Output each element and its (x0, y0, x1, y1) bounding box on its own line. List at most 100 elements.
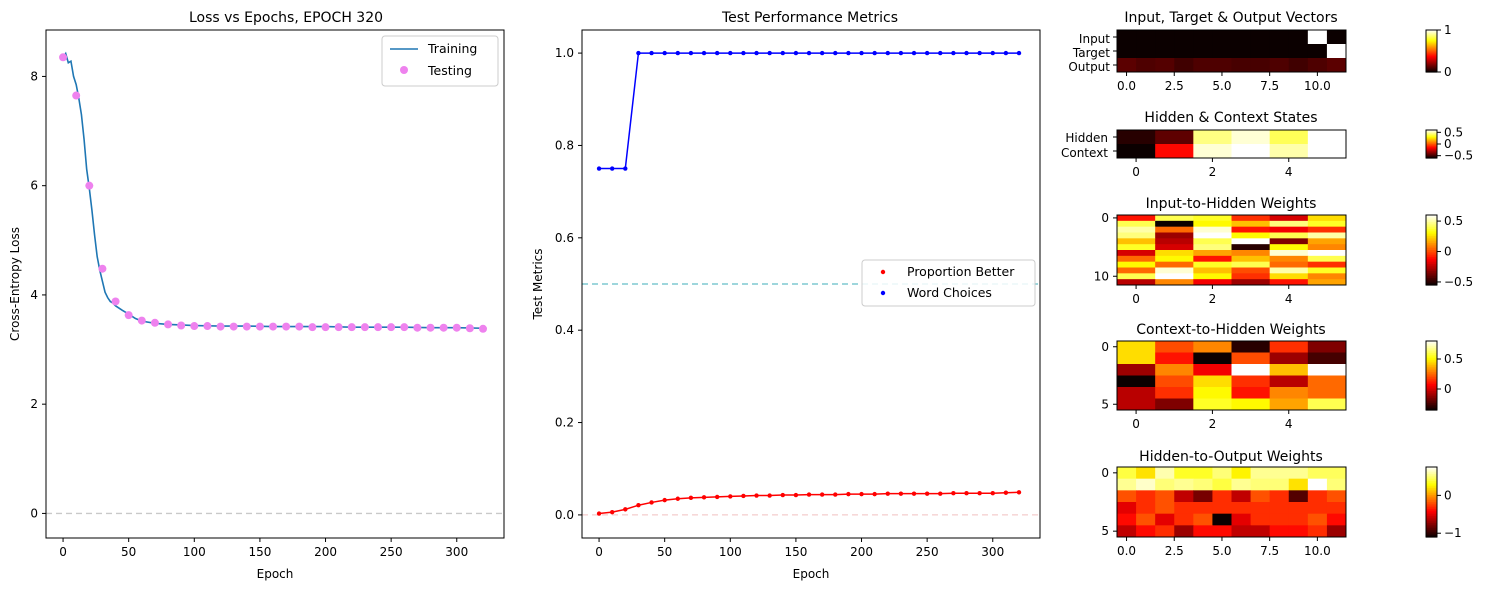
ho-cell (1307, 502, 1328, 515)
states-colorbar-slice (1426, 155, 1437, 157)
ho-cell (1269, 478, 1290, 491)
ih-cell (1117, 279, 1156, 286)
testing-loss-point (479, 324, 488, 333)
proportion-better-point (806, 492, 812, 497)
ho-colorbar-slice (1426, 482, 1437, 486)
ho-cell (1212, 490, 1232, 503)
word-choices-point (1016, 50, 1022, 56)
testing-loss-point (203, 322, 212, 331)
vectors-colorbar-slice (1426, 54, 1437, 56)
ih-colorbar-slice (1426, 234, 1437, 237)
vectors-colorbar-slice (1426, 49, 1437, 52)
ih-cell (1231, 232, 1271, 239)
legend-testing-swatch (400, 66, 408, 74)
vectors-colorbar-slice (1426, 34, 1437, 36)
ho-colorbar-slice (1426, 505, 1437, 508)
ho-colorbar-slice (1426, 491, 1437, 494)
ho-cell (1136, 513, 1156, 526)
proportion-better-point (833, 492, 838, 497)
ho-colorbar-slice (1426, 512, 1437, 515)
ho-colorbar-slice (1426, 523, 1437, 526)
ho-cell (1193, 478, 1213, 491)
ih-cell (1269, 226, 1309, 233)
ho-cell (1193, 467, 1213, 480)
ih-cell (1155, 255, 1194, 263)
ih-colorbar-slice (1426, 216, 1437, 220)
ch-cell (1231, 341, 1271, 353)
ch-colorbar-slice (1426, 353, 1437, 356)
vectors-cell (1193, 58, 1213, 73)
ho-cell (1136, 525, 1156, 538)
testing-loss-point (190, 322, 199, 331)
word-choices-point (833, 50, 838, 56)
ih-cell (1269, 273, 1309, 280)
word-choices-point (688, 50, 694, 56)
ih-cell (1117, 273, 1156, 280)
states-colorbar-slice (1426, 137, 1437, 139)
ho-colorbar-slice (1426, 472, 1437, 475)
ho-cell (1307, 467, 1328, 480)
ho-x-tick-label: 5.0 (1212, 544, 1231, 558)
states-row-context: Context (1061, 146, 1108, 160)
testing-loss-point (269, 322, 278, 331)
ch-cell (1231, 387, 1271, 399)
states-cell (1193, 144, 1232, 159)
ho-cell (1326, 502, 1347, 515)
ho-cell (1326, 478, 1347, 491)
ih-cell (1155, 261, 1194, 268)
ho-x-tick-label: 7.5 (1260, 544, 1279, 558)
ih-cell (1231, 215, 1271, 222)
testing-loss-point (334, 323, 343, 332)
y-tick-label: 8 (30, 69, 38, 83)
ih-cell (1307, 261, 1347, 268)
ih-cell (1269, 267, 1309, 274)
states-colorbar-slice (1426, 146, 1437, 148)
proportion-better-point (741, 493, 746, 499)
vectors-colorbar-slice (1426, 69, 1437, 72)
proportion-better-point (596, 511, 602, 516)
states-colorbar-slice (1426, 153, 1437, 155)
ho-cell (1250, 478, 1271, 491)
vectors-colorbar-slice (1426, 61, 1437, 64)
vectors-colorbar-slice (1426, 57, 1437, 59)
vectors-colorbar-slice (1426, 65, 1437, 68)
ih-colorbar-slice (1426, 244, 1437, 248)
ho-cell (1136, 467, 1156, 480)
ih-colorbar-slice (1426, 276, 1437, 279)
ch-colorbar-slice (1426, 342, 1437, 346)
ho-colorbar-slice (1426, 517, 1437, 521)
ch-colorbar-slice (1426, 392, 1437, 396)
ho-cell (1136, 478, 1156, 491)
vectors-cell (1117, 44, 1137, 59)
ho-cell (1269, 502, 1290, 515)
vectors-colorbar-slice (1426, 44, 1437, 47)
proportion-better-point (780, 492, 785, 498)
testing-loss-point (177, 321, 186, 330)
vectors-cell (1326, 44, 1347, 59)
ih-cell (1307, 244, 1347, 251)
vectors-cell (1307, 30, 1328, 45)
ch-cell (1269, 375, 1309, 388)
ih-cell (1269, 255, 1309, 263)
ch-cell (1307, 375, 1347, 388)
loss-chart-marks (46, 51, 504, 515)
y-tick-label: 2 (30, 397, 38, 411)
word-choices-point (701, 50, 707, 56)
ch-cell (1193, 352, 1232, 365)
ho-cell (1288, 467, 1309, 480)
x-tick-label: 100 (719, 545, 742, 559)
ho-cell (1250, 525, 1271, 538)
ho-cell (1155, 513, 1175, 526)
ho-x-tick-label: 2.5 (1165, 544, 1184, 558)
states-colorbar-label: 0 (1444, 137, 1452, 151)
vectors-cell (1269, 44, 1290, 59)
testing-loss-point (282, 322, 291, 331)
x-tick-label: 50 (657, 545, 672, 559)
vectors-colorbar-label: 0 (1444, 65, 1452, 79)
ch-colorbar-slice (1426, 389, 1437, 392)
ih-cell (1231, 255, 1271, 263)
proportion-better-point (977, 491, 982, 496)
ho-colorbar-label: 0 (1444, 488, 1452, 502)
testing-loss-point (387, 323, 396, 332)
